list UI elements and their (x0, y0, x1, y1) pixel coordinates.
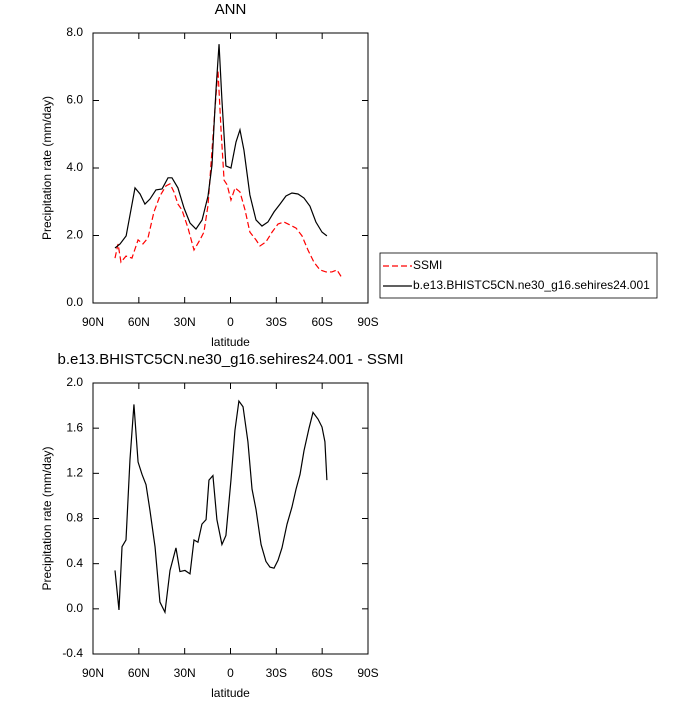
chart-title: ANN (215, 1, 247, 18)
y-tick-label: 8.0 (66, 25, 83, 39)
x-tick-label: 90N (82, 666, 104, 680)
y-tick-label: 6.0 (66, 93, 83, 107)
y-tick-label: -0.4 (62, 646, 83, 660)
x-tick-label: 0 (227, 666, 234, 680)
y-tick-label: 2.0 (66, 375, 83, 389)
plot-frame (92, 32, 369, 304)
data-line (114, 44, 328, 249)
y-tick-label: 4.0 (66, 160, 83, 174)
x-tick-label: 60S (311, 315, 332, 329)
y-tick-label: 1.6 (66, 420, 83, 434)
y-tick-label: 0.8 (66, 511, 83, 525)
chart-title: b.e13.BHISTC5CN.ne30_g16.sehires24.001 -… (57, 351, 403, 368)
plot-frame (92, 382, 369, 655)
x-tick-label: 90S (357, 666, 378, 680)
legend-box (379, 252, 658, 299)
x-tick-label: 60N (128, 666, 150, 680)
x-tick-label: 30S (266, 666, 287, 680)
legend-label: SSMI (413, 258, 442, 272)
data-line (114, 399, 328, 615)
y-tick-label: 0.0 (66, 601, 83, 615)
y-tick-label: 2.0 (66, 228, 83, 242)
y-tick-label: 0.0 (66, 295, 83, 309)
x-axis-label: latitude (211, 335, 250, 349)
y-axis-label: Precipitation rate (mm/day) (40, 96, 54, 240)
x-tick-label: 30N (174, 315, 196, 329)
x-tick-label: 0 (227, 315, 234, 329)
x-tick-label: 30S (266, 315, 287, 329)
x-tick-label: 60N (128, 315, 150, 329)
x-tick-label: 90N (82, 315, 104, 329)
x-axis-label: latitude (211, 686, 250, 700)
y-tick-label: 1.2 (66, 466, 83, 480)
x-tick-label: 90S (357, 315, 378, 329)
y-axis-label: Precipitation rate (mm/day) (40, 446, 54, 590)
y-tick-label: 0.4 (66, 556, 83, 570)
x-tick-label: 30N (174, 666, 196, 680)
legend-label: b.e13.BHISTC5CN.ne30_g16.sehires24.001 (413, 278, 650, 292)
x-tick-label: 60S (311, 666, 332, 680)
data-line (114, 70, 343, 279)
